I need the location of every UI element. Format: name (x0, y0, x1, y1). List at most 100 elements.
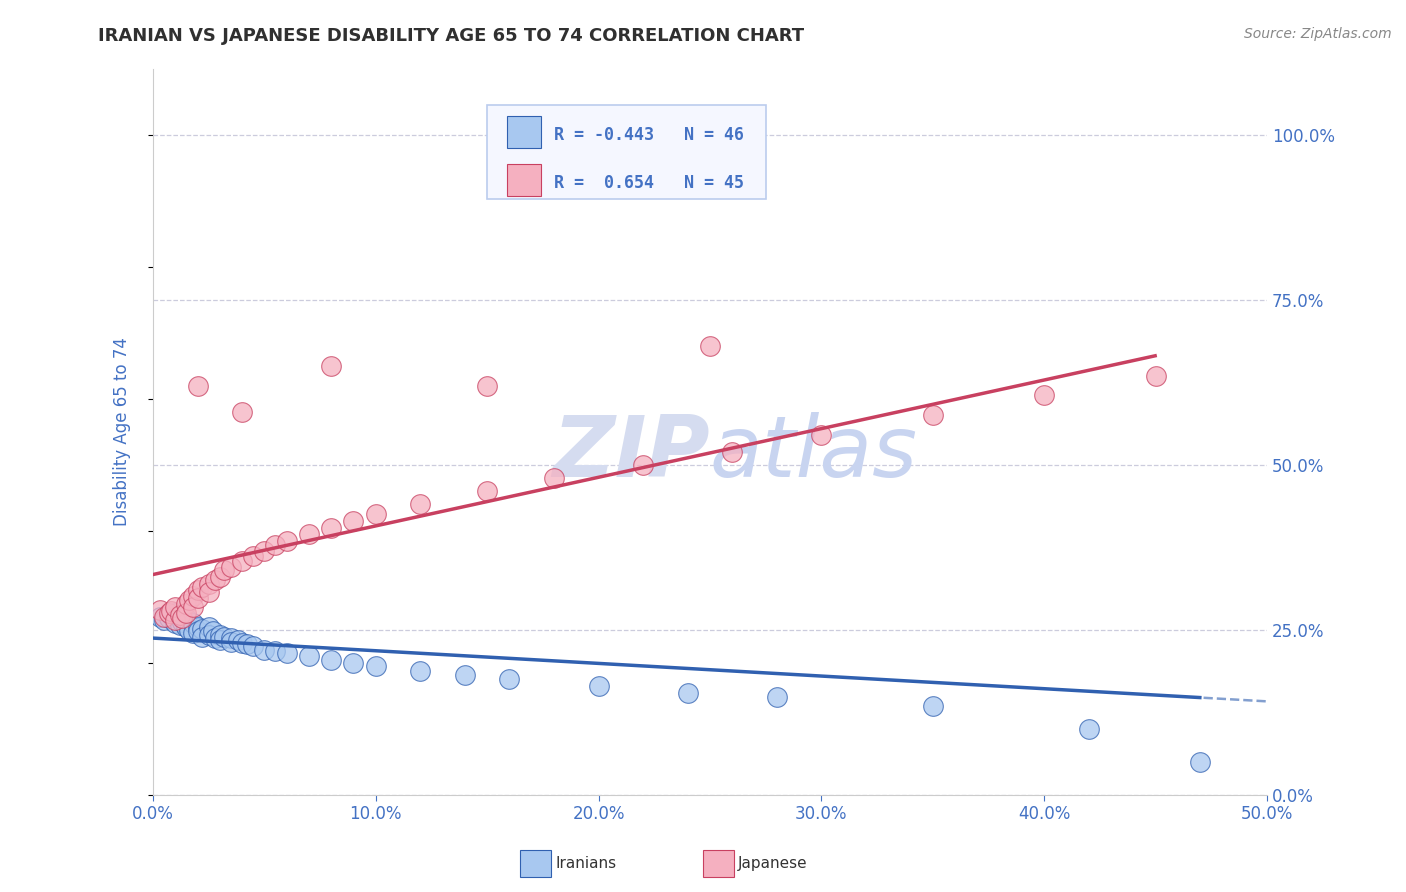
Point (253, 642, 276, 657)
Point (321, 520, 343, 534)
Point (208, 628, 231, 642)
Point (321, 359, 343, 373)
Point (176, 597, 198, 611)
Point (159, 608, 181, 623)
Point (186, 378, 208, 392)
Point (212, 630, 235, 644)
Point (264, 538, 287, 552)
Point (475, 484, 498, 499)
Point (676, 686, 699, 700)
Point (181, 616, 204, 631)
Point (454, 668, 477, 682)
Point (153, 613, 176, 627)
Point (169, 617, 191, 632)
Point (208, 632, 231, 647)
Point (181, 589, 204, 603)
Point (219, 560, 242, 574)
Point (181, 626, 204, 640)
Point (186, 624, 208, 639)
Point (921, 409, 943, 423)
Point (170, 615, 193, 629)
Point (204, 631, 226, 645)
Point (298, 649, 321, 664)
Point (153, 609, 176, 624)
Point (181, 599, 204, 614)
Point (186, 591, 208, 606)
Point (235, 638, 257, 652)
Point (242, 549, 264, 563)
Point (475, 378, 498, 392)
Point (157, 611, 180, 625)
Point (186, 620, 208, 634)
Point (231, 636, 253, 650)
Point (149, 609, 172, 624)
Point (159, 604, 181, 618)
Point (197, 628, 219, 642)
Point (176, 611, 198, 625)
Point (165, 616, 187, 631)
Point (242, 640, 264, 654)
Point (253, 543, 276, 558)
FancyBboxPatch shape (508, 116, 540, 148)
Point (197, 576, 219, 591)
Point (364, 508, 387, 522)
Point (1077, 722, 1099, 736)
Point (204, 574, 226, 588)
Point (498, 673, 520, 687)
Point (409, 498, 432, 512)
Point (219, 631, 242, 645)
Text: Source: ZipAtlas.com: Source: ZipAtlas.com (1244, 27, 1392, 41)
Point (191, 622, 214, 636)
Point (231, 405, 253, 419)
Point (177, 623, 200, 637)
Point (197, 584, 219, 599)
Point (165, 607, 187, 621)
Point (1189, 755, 1212, 769)
Point (191, 580, 214, 594)
Text: R =  0.654   N = 45: R = 0.654 N = 45 (554, 174, 744, 193)
FancyBboxPatch shape (508, 164, 540, 196)
Point (208, 570, 231, 584)
Point (699, 339, 721, 353)
Text: Iranians: Iranians (555, 856, 616, 871)
Point (588, 679, 610, 693)
Point (191, 630, 214, 644)
Text: ZIP: ZIP (553, 412, 710, 495)
Point (212, 564, 235, 578)
Point (342, 656, 364, 670)
Point (810, 428, 832, 442)
Point (176, 607, 198, 621)
Point (219, 635, 242, 649)
Point (149, 603, 172, 617)
Point (721, 444, 744, 458)
FancyBboxPatch shape (486, 105, 766, 199)
Point (1033, 388, 1056, 402)
Point (176, 620, 198, 634)
Point (921, 698, 943, 713)
Point (186, 583, 208, 598)
Point (226, 632, 249, 647)
Point (765, 690, 787, 705)
Point (342, 514, 364, 528)
Point (177, 593, 200, 607)
Text: IRANIAN VS JAPANESE DISABILITY AGE 65 TO 74 CORRELATION CHART: IRANIAN VS JAPANESE DISABILITY AGE 65 TO… (98, 27, 804, 45)
Point (631, 458, 654, 472)
Y-axis label: Disability Age 65 to 74: Disability Age 65 to 74 (114, 337, 131, 526)
Point (170, 611, 193, 625)
Point (1144, 368, 1167, 383)
Point (197, 620, 219, 634)
Point (321, 653, 343, 667)
Point (298, 527, 321, 541)
Point (157, 607, 180, 621)
Point (409, 664, 432, 678)
Point (276, 646, 298, 660)
Point (276, 533, 298, 548)
Text: R = -0.443   N = 46: R = -0.443 N = 46 (554, 127, 744, 145)
Point (169, 608, 191, 623)
Point (165, 599, 187, 614)
Text: atlas: atlas (710, 412, 918, 495)
Point (165, 613, 187, 627)
Point (543, 471, 565, 485)
Text: Japanese: Japanese (738, 856, 808, 871)
Point (231, 553, 253, 567)
